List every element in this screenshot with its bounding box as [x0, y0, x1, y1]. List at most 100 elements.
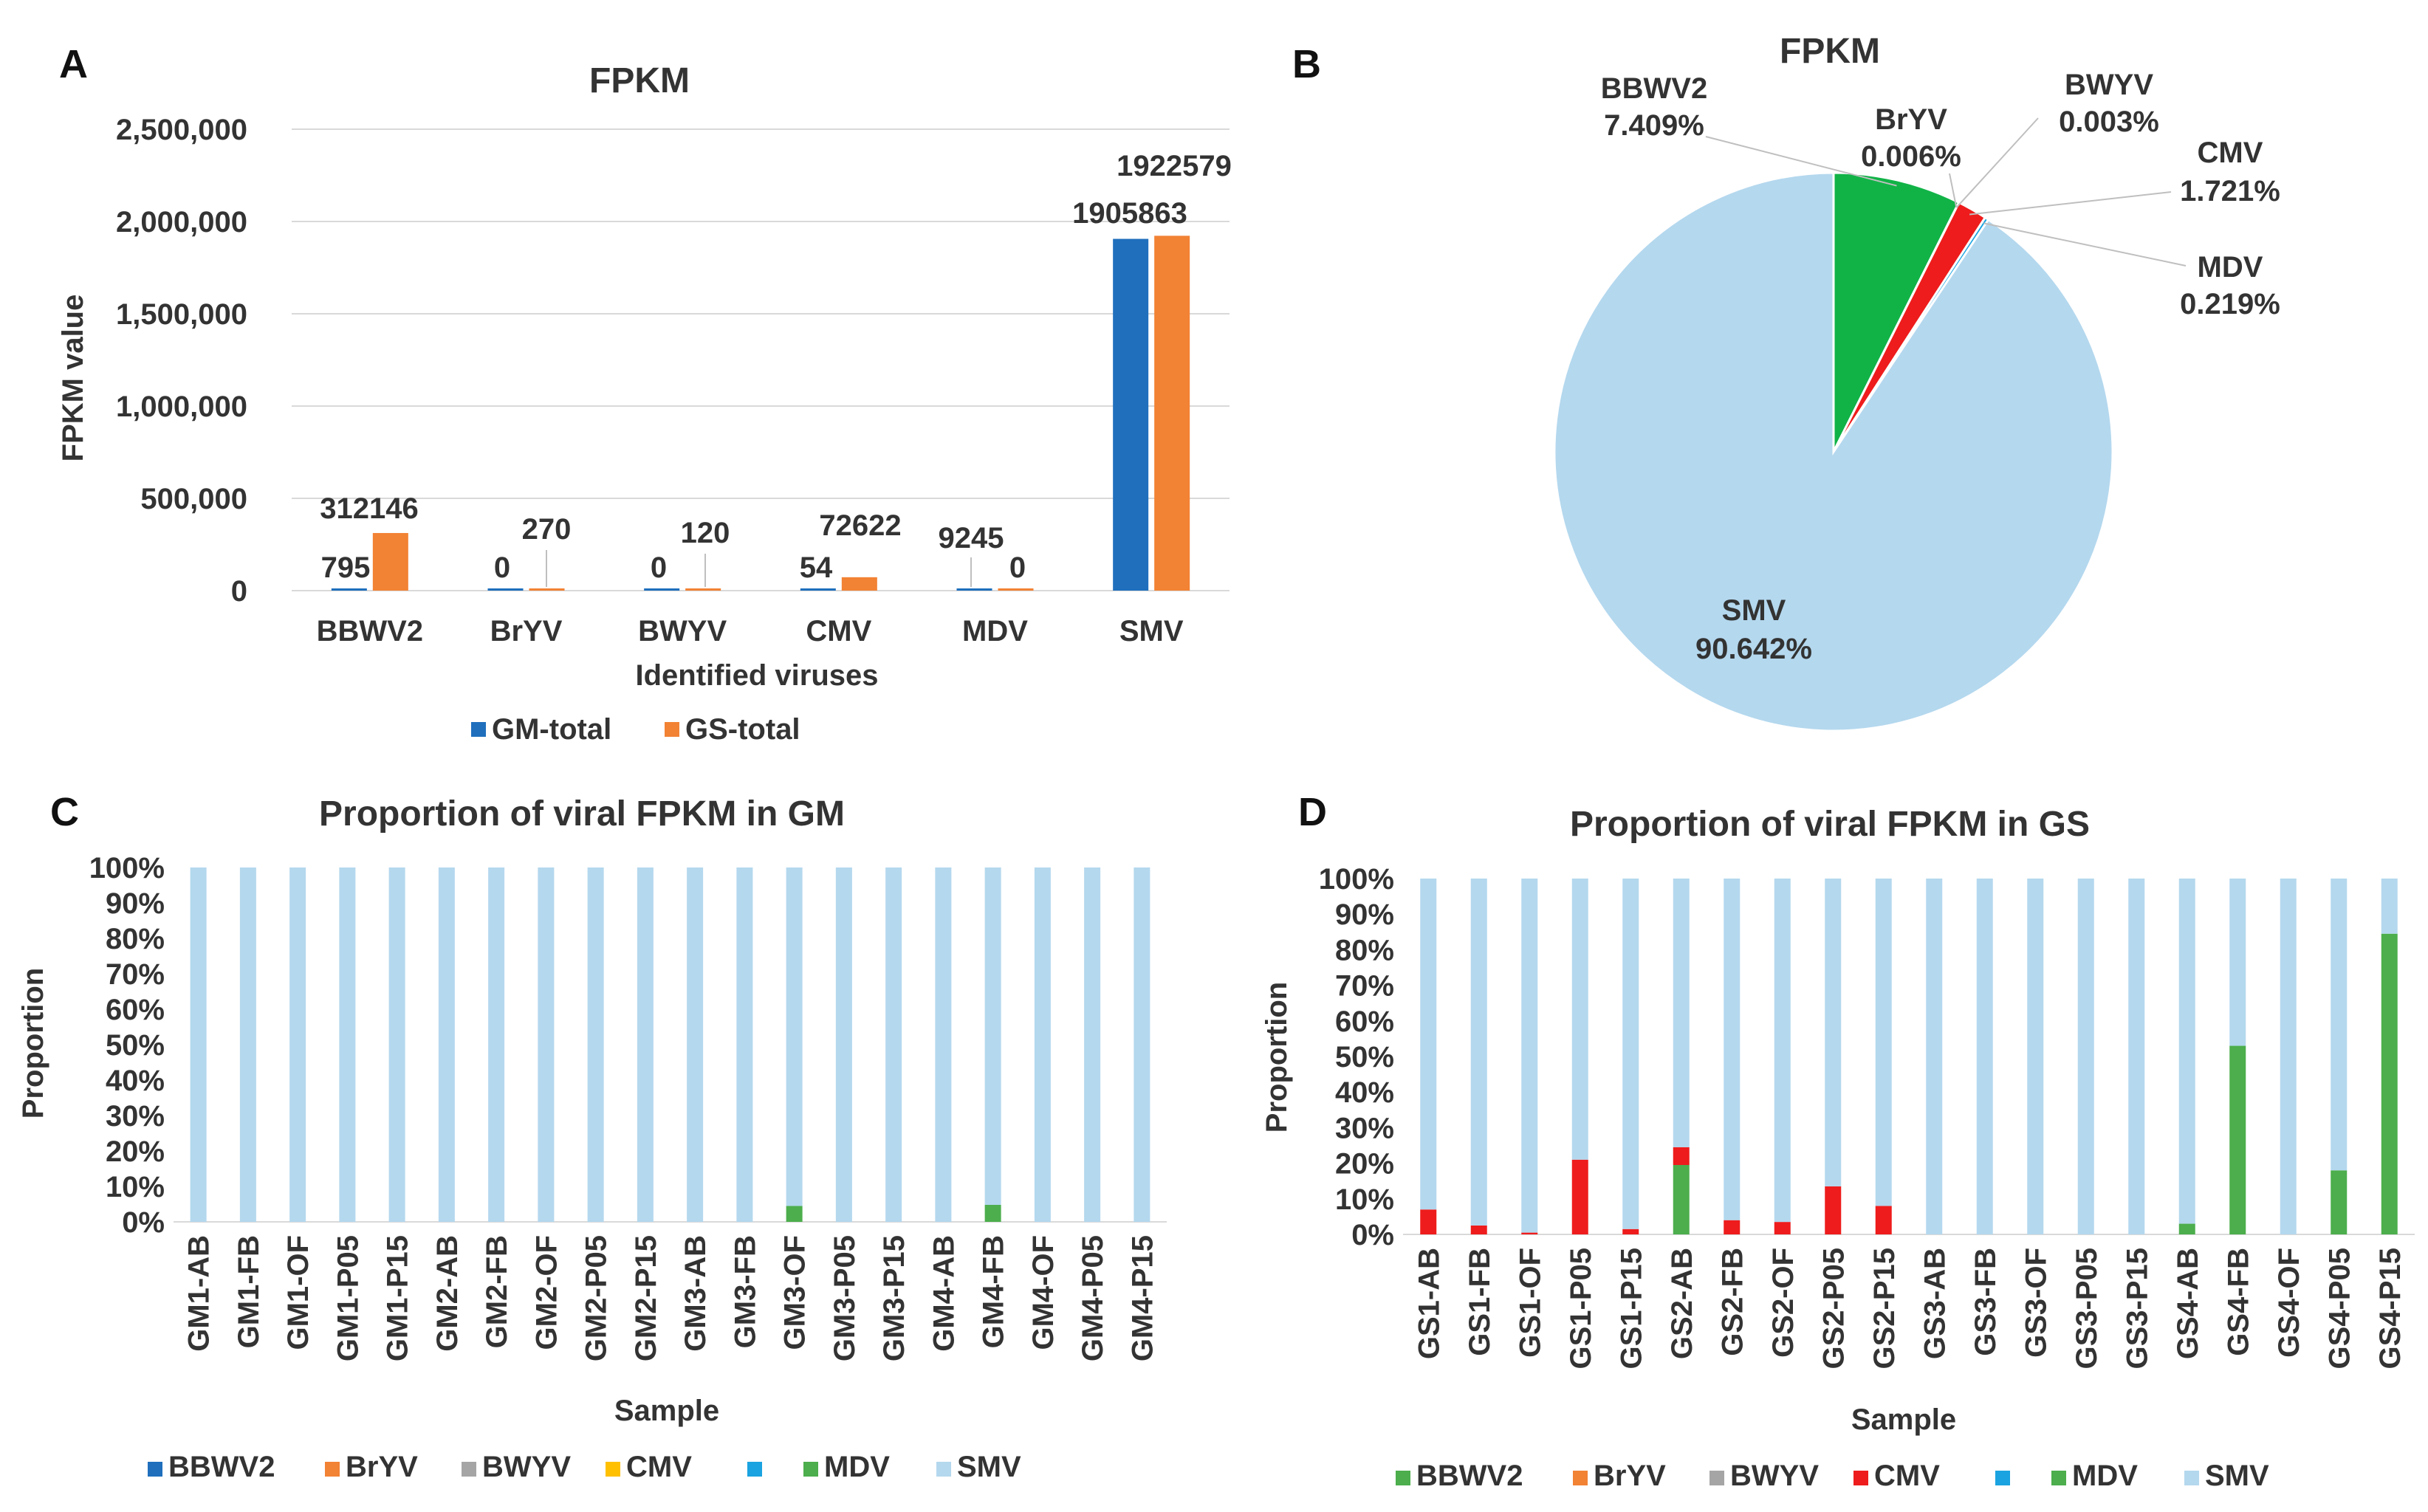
panel-c-bar-segment [687, 867, 704, 1222]
panel-a-data-label: 9245 [939, 522, 1004, 554]
panel-d-x-tick-label: GS4-P05 [2323, 1248, 2356, 1370]
panel-a-bar [331, 588, 367, 591]
panel-c-bar-segment [736, 867, 753, 1222]
panel-d-bar-segment [1926, 879, 1943, 1234]
panel-c-bars [190, 867, 1150, 1222]
panel-d-bar-segment [2381, 933, 2398, 1234]
panel-c-y-ticks: 0%10%20%30%40%50%60%70%80%90%100% [89, 852, 1167, 1239]
panel-c-x-tick-label: GM4-FB [978, 1235, 1010, 1348]
panel-a-x-tick-label: BrYV [490, 615, 563, 647]
panel-c-y-tick-label: 90% [106, 887, 165, 920]
panel-d-bar-segment [1976, 879, 1993, 1234]
panel-c-letter: C [50, 790, 79, 834]
panel-c-bar-segment [339, 867, 356, 1222]
panel-c-y-tick-label: 60% [106, 994, 165, 1026]
panel-d-x-tick-label: GS4-FB [2222, 1248, 2254, 1356]
panel-d-bar-segment [1571, 1159, 1588, 1234]
panel-d-y-ticks: 0%10%20% 30%40%50%60%70% 80%90%100% [1319, 863, 2415, 1251]
panel-d-title: Proportion of viral FPKM in GS [1570, 805, 2090, 844]
panel-a-x-axis-label: Identified viruses [636, 659, 879, 692]
panel-c-legend: BBWV2 BrYV BWYV CMV MDV SMV [148, 1451, 1021, 1483]
panel-d-x-tick-label: GS3-OF [2020, 1248, 2052, 1358]
panel-d-y-tick-label: 20% [1335, 1148, 1394, 1181]
pie-slice-smv [1553, 171, 2114, 732]
panel-d-x-tick-label: GS3-FB [1969, 1248, 2002, 1356]
panel-d-bar-segment [1622, 879, 1639, 1229]
panel-c-legend-swatch [747, 1462, 762, 1477]
panel-c-y-tick-label: 20% [106, 1135, 165, 1168]
panel-b-title: FPKM [1780, 32, 1880, 71]
pie-label-smv-value: 90.642% [1695, 633, 1812, 665]
panel-c-bar-segment [538, 867, 555, 1222]
panel-d-x-tick-label: GS2-P15 [1868, 1248, 1901, 1370]
panel-a-x-tick-label: MDV [962, 615, 1028, 647]
panel-c-y-tick-label: 30% [106, 1100, 165, 1133]
panel-c-x-tick-label: GM4-OF [1027, 1235, 1060, 1350]
legend-swatch-gs-total [665, 722, 679, 737]
panel-c-bar-segment [637, 867, 654, 1222]
panel-c-bar-segment [786, 1206, 803, 1222]
panel-d-bar-segment [1571, 879, 1588, 1160]
panel-b-letter: B [1292, 42, 1321, 86]
panel-c-x-tick-label: GM3-P15 [878, 1235, 910, 1361]
panel-b-leader-lines [1705, 117, 2187, 267]
panel-c-bar-segment [438, 867, 455, 1222]
panel-d-legend-label: BWYV [1730, 1460, 1819, 1492]
panel-c-y-tick-label: 0% [122, 1206, 165, 1239]
pie-label-mdv-name: MDV [2198, 251, 2263, 284]
panel-c-legend-label: SMV [957, 1451, 1021, 1483]
panel-a-title: FPKM [589, 61, 690, 100]
panel-c-x-tick-label: GM2-P15 [630, 1235, 662, 1361]
panel-a-data-label: 0 [651, 551, 667, 584]
panel-d-bar-segment [1673, 1165, 1690, 1234]
panel-d-bar-segment [2077, 879, 2094, 1234]
panel-a-data-label: 0 [1009, 551, 1026, 584]
panel-a-bar [1113, 238, 1149, 591]
panel-d-bar-segment [2229, 1045, 2246, 1234]
panel-d-x-tick-label: GS1-FB [1464, 1248, 1496, 1356]
panel-c-bar-segment [1134, 867, 1150, 1222]
panel-a-x-ticks: BBWV2 BrYV BWYV CMV MDV SMV [317, 615, 1184, 647]
panel-c-bar-segment [984, 867, 1001, 1205]
panel-c-legend-swatch [148, 1462, 162, 1477]
panel-a-y-tick-label: 1,500,000 [116, 298, 247, 331]
panel-a-data-label: 54 [800, 551, 833, 584]
legend-swatch-gm-total [471, 722, 486, 737]
panel-a-x-tick-label: CMV [806, 615, 871, 647]
panel-d-x-tick-label: GS1-P05 [1565, 1248, 1597, 1370]
panel-c-legend-label: BBWV2 [168, 1451, 275, 1483]
panel-c-y-tick-label: 10% [106, 1171, 165, 1203]
pie-label-bbwv2-value: 7.409% [1604, 109, 1704, 142]
panel-a-gridlines [292, 128, 1230, 591]
panel-c-x-tick-label: GM4-P05 [1077, 1235, 1109, 1361]
panel-a-data-label: 1922579 [1117, 150, 1232, 182]
panel-d-y-tick-label: 90% [1335, 898, 1394, 931]
panel-b-slices [1553, 171, 2114, 732]
panel-d-x-tick-label: GS2-AB [1666, 1248, 1698, 1359]
pie-label-mdv-value: 0.219% [2180, 288, 2280, 320]
panel-c-x-tick-label: GM2-FB [481, 1235, 513, 1348]
panel-d-bar-segment [1470, 879, 1487, 1226]
panel-d-bar-segment [1420, 1209, 1437, 1234]
panel-c-x-tick-label: GM4-AB [927, 1235, 960, 1352]
panel-d-x-axis-label: Sample [1851, 1403, 1956, 1436]
panel-d-y-axis-label: Proportion [1261, 982, 1293, 1133]
panel-a-bar-chart: A FPKM FPKM value Identified viruses 0 50… [57, 42, 1232, 746]
panel-a-bar [372, 532, 408, 591]
panel-a-data-label: 0 [494, 551, 510, 584]
panel-d-bar-segment [2128, 879, 2145, 1234]
pie-label-bryv-value: 0.006% [1861, 140, 1961, 173]
panel-c-legend-swatch [803, 1462, 818, 1477]
panel-c-bar-segment [1084, 867, 1101, 1222]
panel-a-y-tick-label: 1,000,000 [116, 391, 247, 423]
panel-d-y-tick-label: 50% [1335, 1041, 1394, 1073]
panel-d-bar-segment [1774, 1222, 1791, 1234]
panel-c-x-tick-label: GM1-P15 [382, 1235, 414, 1361]
panel-d-legend-swatch [2051, 1471, 2066, 1485]
panel-c-y-tick-label: 40% [106, 1065, 165, 1097]
panel-d-letter: D [1298, 790, 1327, 834]
panel-d-legend-label: MDV [2072, 1460, 2138, 1492]
panel-d-legend-swatch [1709, 1471, 1724, 1485]
legend-label-gm-total: GM-total [492, 713, 611, 746]
panel-c-bar-segment [984, 1204, 1001, 1222]
